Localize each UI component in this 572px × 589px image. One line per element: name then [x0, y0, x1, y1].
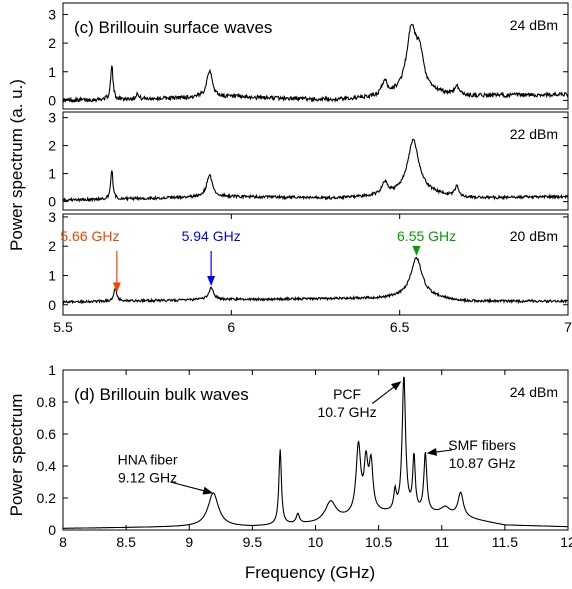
spectrum-line	[63, 376, 568, 529]
y-tick-label: 1	[48, 267, 56, 283]
annotation-arrowhead	[207, 276, 216, 287]
x-tick-label: 6.5	[390, 319, 410, 335]
annotation-arrowhead	[112, 282, 121, 293]
x-tick-label: 10.5	[365, 534, 392, 550]
y-tick-label: 0.6	[37, 426, 57, 442]
annotation-value: 10.87 GHz	[449, 455, 516, 471]
annotation-value: 10.7 GHz	[317, 404, 376, 420]
y-tick-label: 0	[48, 297, 56, 313]
y-tick-label: 1	[48, 64, 56, 80]
annotation-label: PCF	[333, 386, 361, 402]
panel-title: (c) Brillouin surface waves	[74, 18, 272, 37]
power-label: 24 dBm	[510, 17, 558, 33]
power-label: 20 dBm	[510, 228, 558, 244]
annotation-arrow	[170, 481, 204, 492]
power-label: 22 dBm	[510, 126, 558, 142]
y-tick-label: 2	[48, 138, 56, 154]
annotation-label: HNA fiber	[118, 451, 178, 467]
spectrum-line	[62, 138, 569, 203]
annotation-arrow	[371, 386, 394, 405]
y-tick-label: 3	[48, 110, 56, 126]
x-tick-label: 7	[564, 319, 572, 335]
annotation-arrowhead	[412, 245, 421, 256]
spectrum-line	[62, 23, 569, 104]
x-tick-label: 8	[59, 534, 67, 550]
annotation-arrowhead	[202, 486, 214, 495]
panel-1: 0 1 2 3 (c) Brillouin surface waves 24 dBm	[48, 2, 569, 110]
annotation-value: 9.12 GHz	[118, 469, 177, 485]
x-tick-label: 10	[308, 534, 324, 550]
y-tick-label: 0.2	[37, 490, 57, 506]
annotation-arrowhead	[426, 447, 438, 456]
panel-3: 0 1 2 3 5.5 6 6.5 7 20 dBm 5.66 GHz 5.94 GHz 6.55 G…	[48, 209, 572, 335]
annotation-label: 5.94 GHz	[182, 228, 241, 244]
x-tick-label: 9	[185, 534, 193, 550]
axes-frame	[62, 111, 569, 211]
x-tick-label: 6	[227, 319, 235, 335]
annotation-label: 6.55 GHz	[397, 228, 456, 244]
y-tick-label: 0.8	[37, 394, 57, 410]
y-tick-label: 0.4	[37, 458, 57, 474]
y-tick-label: 2	[48, 35, 56, 51]
x-tick-label: 11	[434, 534, 449, 550]
y-tick-label: 0	[48, 194, 56, 210]
panel-title: (d) Brillouin bulk waves	[74, 385, 249, 404]
y-tick-label: 0	[48, 522, 56, 538]
x-tick-label: 5.5	[53, 319, 73, 335]
y-axis-label-bulk: Power spectrum	[7, 394, 26, 517]
y-axis-label-surface: Power spectrum (a. u.)	[7, 79, 26, 251]
annotation-arrowhead	[390, 381, 402, 391]
y-tick-label: 3	[48, 6, 56, 22]
y-tick-label: 0	[48, 92, 56, 108]
spectrum-line	[62, 256, 569, 305]
power-label: 24 dBm	[510, 384, 558, 400]
x-axis-label: Frequency (GHz)	[245, 563, 375, 582]
y-tick-label: 1	[48, 362, 56, 378]
panel-2: 0 1 2 3 22 dBm	[48, 110, 569, 211]
y-tick-label: 3	[48, 209, 56, 225]
annotation-label: SMF fibers	[448, 437, 516, 453]
panel-4: 0 0.2 0.4 0.6 0.8 1 8 8.5 9 9.5 10 10.5 11 11.5 12 (d) …	[37, 362, 572, 550]
annotation-label: 5.66 GHz	[60, 228, 119, 244]
x-tick-label: 11.5	[492, 534, 518, 550]
x-tick-label: 12	[560, 534, 572, 550]
y-tick-label: 1	[48, 166, 56, 182]
x-tick-label: 8.5	[116, 534, 136, 550]
x-tick-label: 9.5	[243, 534, 263, 550]
annotation-arrow	[436, 449, 452, 453]
axes-frame	[62, 213, 569, 316]
y-tick-label: 2	[48, 238, 56, 254]
axes-frame	[62, 2, 569, 110]
